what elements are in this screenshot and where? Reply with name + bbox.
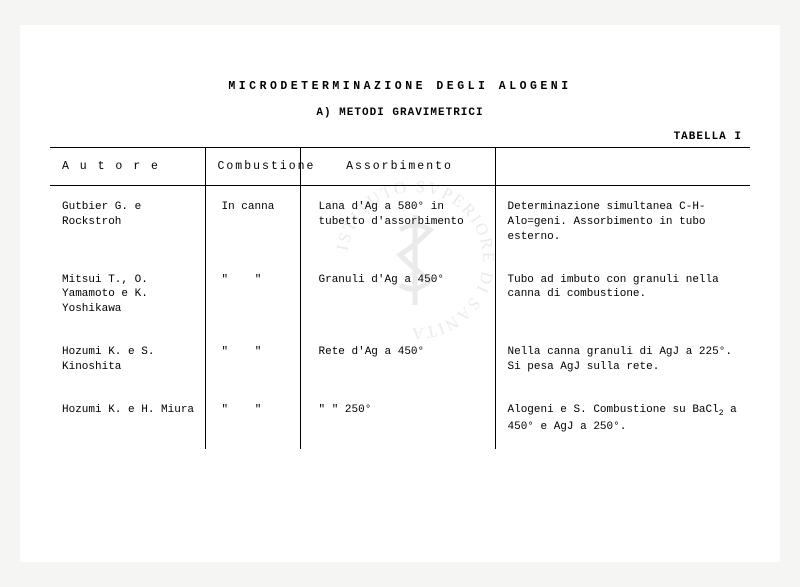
table-row: Hozumi K. e H. Miura " " " " 250° Alogen… — [50, 389, 750, 449]
cell-combustione: In canna — [205, 186, 300, 259]
cell-combustione: " " — [205, 331, 300, 389]
cell-notes: Tubo ad imbuto con granuli nella canna d… — [495, 259, 750, 332]
title-main: MICRODETERMINAZIONE DEGLI ALOGENI — [50, 80, 750, 93]
document-page: MICRODETERMINAZIONE DEGLI ALOGENI A) MET… — [20, 25, 780, 562]
table-row: Gutbier G. e Rockstroh In canna Lana d'A… — [50, 186, 750, 259]
cell-autore: Mitsui T., O. Yamamoto e K. Yoshikawa — [50, 259, 205, 332]
table-row: Hozumi K. e S. Kinoshita " " Rete d'Ag a… — [50, 331, 750, 389]
table-container: A u t o r e Combustione Assorbimento Gut… — [50, 147, 750, 449]
cell-autore: Gutbier G. e Rockstroh — [50, 186, 205, 259]
cell-autore: Hozumi K. e H. Miura — [50, 389, 205, 449]
cell-assorbimento: Rete d'Ag a 450° — [300, 331, 495, 389]
cell-notes: Determinazione simultanea C-H-Alo=geni. … — [495, 186, 750, 259]
cell-notes: Nella canna granuli di AgJ a 225°. Si pe… — [495, 331, 750, 389]
cell-autore: Hozumi K. e S. Kinoshita — [50, 331, 205, 389]
table-header-row: A u t o r e Combustione Assorbimento — [50, 148, 750, 186]
cell-assorbimento: Granuli d'Ag a 450° — [300, 259, 495, 332]
cell-combustione: " " — [205, 259, 300, 332]
cell-assorbimento: " " 250° — [300, 389, 495, 449]
title-sub: A) METODI GRAVIMETRICI — [50, 107, 750, 119]
col-header-assorbimento: Assorbimento — [300, 148, 495, 186]
data-table: A u t o r e Combustione Assorbimento Gut… — [50, 148, 750, 449]
col-header-combustione: Combustione — [205, 148, 300, 186]
cell-notes: Alogeni e S. Combustione su BaCl2 a 450°… — [495, 389, 750, 449]
table-row: Mitsui T., O. Yamamoto e K. Yoshikawa " … — [50, 259, 750, 332]
col-header-notes — [495, 148, 750, 186]
table-label: TABELLA I — [50, 131, 750, 143]
cell-assorbimento: Lana d'Ag a 580° in tubetto d'assorbimen… — [300, 186, 495, 259]
col-header-autore: A u t o r e — [50, 148, 205, 186]
cell-combustione: " " — [205, 389, 300, 449]
